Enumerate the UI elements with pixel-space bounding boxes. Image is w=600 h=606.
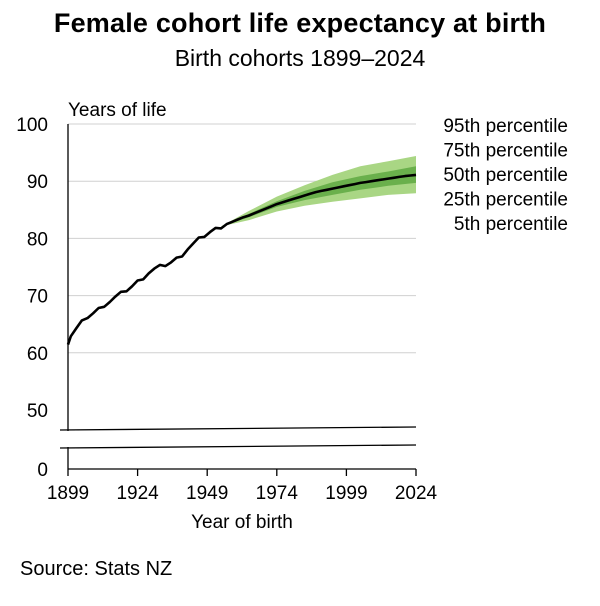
source-note: Source: Stats NZ xyxy=(20,558,173,580)
y-tick-60: 60 xyxy=(27,344,48,365)
y-tick-50: 50 xyxy=(27,401,48,422)
axis-break-upper xyxy=(59,426,417,431)
y-tick-labels: 100 90 80 70 60 50 0 xyxy=(16,115,48,481)
y-tick-90: 90 xyxy=(27,172,48,193)
legend-95th: 95th percentile xyxy=(443,116,568,137)
x-tick-1899: 1899 xyxy=(47,483,89,504)
legend-25th: 25th percentile xyxy=(443,190,568,211)
y-tick-70: 70 xyxy=(27,287,48,308)
y-axis-label: Years of life xyxy=(68,100,167,121)
legend-50th: 50th percentile xyxy=(443,165,568,186)
median-line xyxy=(66,173,417,346)
x-tick-labels: 1899 1924 1949 1974 1999 2024 xyxy=(47,469,438,504)
legend-75th: 75th percentile xyxy=(443,141,568,162)
x-tick-1974: 1974 xyxy=(256,483,299,504)
y-tick-0: 0 xyxy=(37,460,48,481)
y-tick-100: 100 xyxy=(16,115,48,136)
median-line-group xyxy=(66,173,417,346)
chart-subtitle: Birth cohorts 1899–2024 xyxy=(174,45,426,71)
legend: 95th percentile 75th percentile 50th perce… xyxy=(443,116,568,235)
axis-break-lower xyxy=(59,444,417,449)
x-axis-label: Year of birth xyxy=(191,512,293,533)
x-tick-1999: 1999 xyxy=(325,483,367,504)
x-tick-1924: 1924 xyxy=(116,483,159,504)
gridlines xyxy=(68,123,416,354)
chart-title: Female cohort life expectancy at birth xyxy=(53,8,547,38)
x-tick-2024: 2024 xyxy=(395,483,438,504)
axes xyxy=(59,124,417,470)
x-tick-1949: 1949 xyxy=(186,483,228,504)
y-tick-80: 80 xyxy=(27,229,48,250)
legend-5th: 5th percentile xyxy=(454,214,568,235)
